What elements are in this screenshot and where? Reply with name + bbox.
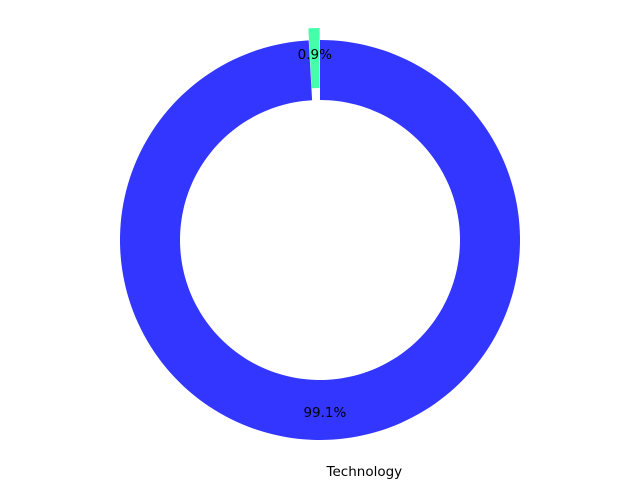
slices-group (120, 28, 521, 440)
slice-financials (308, 28, 320, 89)
pct-label-technology: 99.1% (303, 405, 346, 421)
slice-technology (120, 40, 521, 440)
pct-label-financials: 0.9% (298, 47, 332, 63)
labels-group: 0.9% Financials 99.1% Technology (247, 0, 402, 480)
category-label-financials: Financials (247, 0, 313, 4)
category-label-technology: Technology (326, 464, 403, 480)
